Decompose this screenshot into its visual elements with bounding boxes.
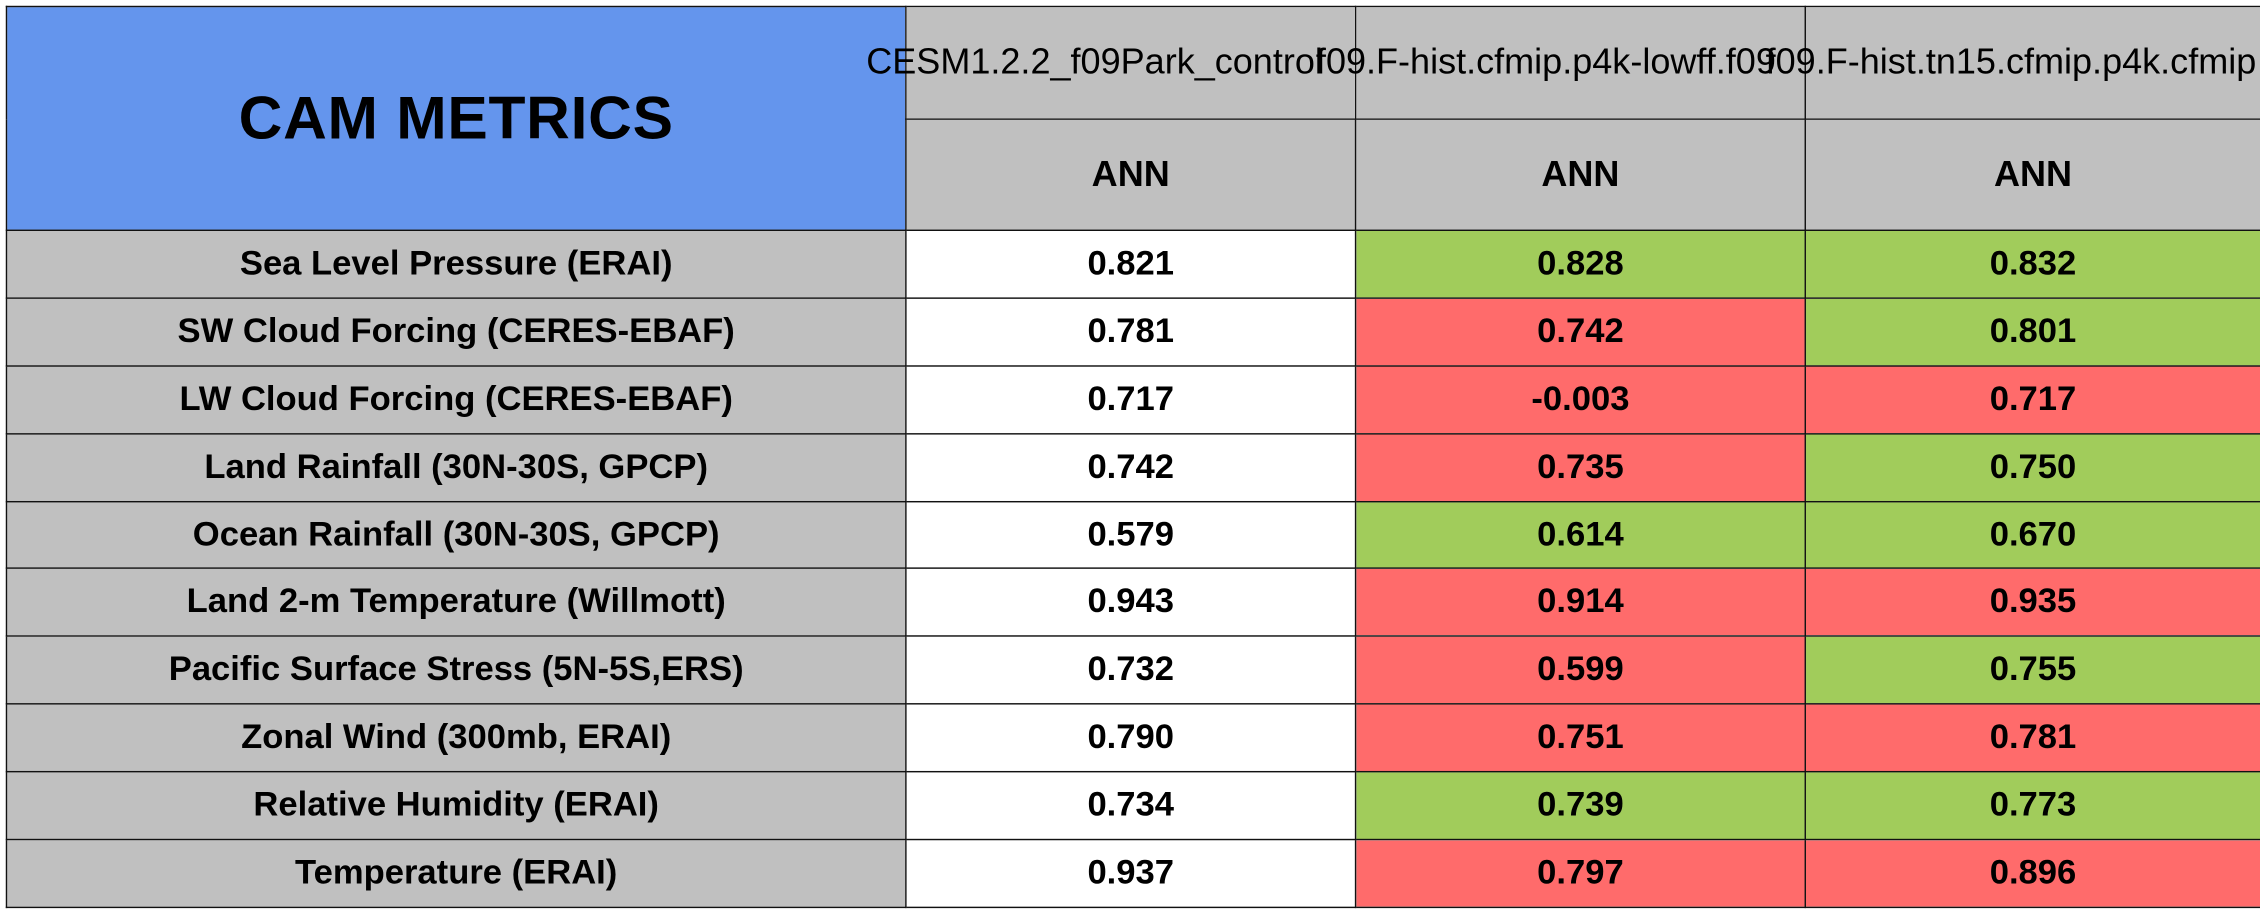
- metric-value-case-1: 0.790: [905, 703, 1357, 773]
- metric-value-case-3: 0.896: [1804, 838, 2260, 908]
- metric-value-case-1: 0.742: [905, 432, 1357, 502]
- metric-name: Temperature (ERAI): [5, 838, 907, 908]
- metric-name: Relative Humidity (ERAI): [5, 771, 907, 841]
- metric-value-case-2: 0.735: [1354, 432, 1806, 502]
- metric-value-case-2: 0.797: [1354, 838, 1806, 908]
- metric-value-case-2: 0.828: [1354, 229, 1806, 299]
- table-row: Land 2-m Temperature (Willmott) 0.943 0.91…: [5, 568, 2260, 638]
- case-name-3: f09.F-hist.tn15.cfmip.p4k.cfmip: [1765, 41, 2257, 83]
- metric-name: Land Rainfall (30N-30S, GPCP): [5, 432, 907, 502]
- metric-value-case-1: 0.937: [905, 838, 1357, 908]
- case-header-2: f09.F-hist.cfmip.p4k-lowff.f09: [1316, 5, 1806, 120]
- metric-value-case-1: 0.943: [905, 568, 1357, 638]
- metric-value-case-2: 0.739: [1354, 771, 1806, 841]
- metric-value-case-3: 0.935: [1804, 568, 2260, 638]
- table-row: Pacific Surface Stress (5N-5S,ERS) 0.732 0…: [5, 635, 2260, 705]
- metric-value-case-1: 0.579: [905, 500, 1357, 570]
- table-row: Zonal Wind (300mb, ERAI) 0.790 0.751 0.781: [5, 703, 2260, 773]
- metric-value-case-2: 0.614: [1354, 500, 1806, 570]
- metric-value-case-3: 0.832: [1804, 229, 2260, 299]
- metric-name: Ocean Rainfall (30N-30S, GPCP): [5, 500, 907, 570]
- metric-name: SW Cloud Forcing (CERES-EBAF): [5, 297, 907, 367]
- metric-value-case-3: 0.670: [1804, 500, 2260, 570]
- metric-value-case-1: 0.717: [905, 364, 1357, 435]
- metric-value-case-3: 0.750: [1804, 432, 2260, 502]
- table-row: Ocean Rainfall (30N-30S, GPCP) 0.579 0.614…: [5, 500, 2260, 570]
- metric-value-case-1: 0.781: [905, 297, 1357, 367]
- season-header-1: ANN: [905, 118, 1357, 231]
- table-title: CAM METRICS: [5, 5, 907, 231]
- table-row: Sea Level Pressure (ERAI) 0.821 0.828 0.832: [5, 229, 2260, 299]
- metric-value-case-3: 0.773: [1804, 771, 2260, 841]
- metric-value-case-2: 0.742: [1354, 297, 1806, 367]
- metric-value-case-2: 0.751: [1354, 703, 1806, 773]
- table-row: LW Cloud Forcing (CERES-EBAF) 0.717 -0.003…: [5, 364, 2260, 435]
- season-header-3: ANN: [1804, 118, 2260, 231]
- metric-value-case-2: -0.003: [1354, 364, 1806, 435]
- metric-name: Pacific Surface Stress (5N-5S,ERS): [5, 635, 907, 705]
- metric-rows: Sea Level Pressure (ERAI) 0.821 0.828 0.832…: [5, 229, 2260, 908]
- metric-value-case-1: 0.732: [905, 635, 1357, 705]
- case-header-1: CESM1.2.2_f09Park_control: [866, 5, 1357, 120]
- metric-value-case-3: 0.781: [1804, 703, 2260, 773]
- metric-name: LW Cloud Forcing (CERES-EBAF): [5, 364, 907, 435]
- table-row: Temperature (ERAI) 0.937 0.797 0.896: [5, 838, 2260, 908]
- metric-name: Sea Level Pressure (ERAI): [5, 229, 907, 299]
- table-row: Land Rainfall (30N-30S, GPCP) 0.742 0.735 0…: [5, 432, 2260, 502]
- season-header-2: ANN: [1354, 118, 1806, 231]
- metric-value-case-3: 0.755: [1804, 635, 2260, 705]
- table-row: Relative Humidity (ERAI) 0.734 0.739 0.773: [5, 771, 2260, 841]
- metric-value-case-2: 0.599: [1354, 635, 1806, 705]
- cam-metrics-table: CAM METRICS CESM1.2.2_f09Park_control f0…: [5, 5, 2260, 908]
- table-row: SW Cloud Forcing (CERES-EBAF) 0.781 0.742 0…: [5, 297, 2260, 367]
- case-name-2: f09.F-hist.cfmip.p4k-lowff.f09: [1315, 41, 1776, 83]
- metric-name: Land 2-m Temperature (Willmott): [5, 568, 907, 638]
- metric-name: Zonal Wind (300mb, ERAI): [5, 703, 907, 773]
- metric-value-case-3: 0.801: [1804, 297, 2260, 367]
- metric-value-case-3: 0.717: [1804, 364, 2260, 435]
- season-header-row: ANN ANN ANN: [6, 118, 2260, 231]
- case-header-3: f09.F-hist.tn15.cfmip.p4k.cfmip: [1766, 5, 2260, 120]
- metric-value-case-1: 0.734: [905, 771, 1357, 841]
- metric-value-case-1: 0.821: [905, 229, 1357, 299]
- case-header-row: CAM METRICS CESM1.2.2_f09Park_control f0…: [5, 5, 2260, 231]
- case-name-1: CESM1.2.2_f09Park_control: [866, 41, 1323, 83]
- metric-value-case-2: 0.914: [1354, 568, 1806, 638]
